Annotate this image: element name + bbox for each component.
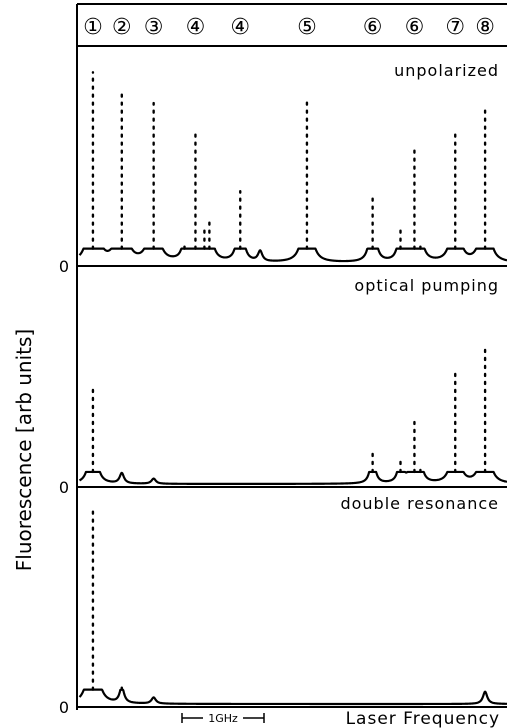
spectrum-panel: 0 double resonance bbox=[59, 494, 507, 717]
panel-title: optical pumping bbox=[354, 276, 499, 295]
spectrum-panels: 0 unpolarized 0 optical pumping 0 double reso… bbox=[59, 61, 507, 717]
frequency-scale-bar: 1GHz bbox=[181, 712, 265, 725]
y-axis-label: Fluorescence [arb units] bbox=[12, 329, 36, 571]
peak-marker-label: ① bbox=[83, 15, 103, 40]
peak-marker-label: ③ bbox=[144, 15, 164, 40]
panel-zero-label: 0 bbox=[59, 478, 69, 497]
panel-zero-label: 0 bbox=[59, 698, 69, 717]
peak-marker-label: ② bbox=[112, 15, 132, 40]
spectrum-trace bbox=[78, 247, 507, 263]
scale-bar-label: 1GHz bbox=[208, 712, 238, 725]
peak-marker-label: ④ bbox=[230, 15, 250, 40]
peak-marker-label: ⑤ bbox=[297, 15, 317, 40]
peak-marker-label: ⑥ bbox=[405, 15, 425, 40]
panel-title: double resonance bbox=[340, 494, 499, 513]
spectrum-panel: 0 unpolarized bbox=[59, 61, 507, 276]
spectrum-trace bbox=[78, 688, 507, 706]
plot-frame bbox=[76, 3, 507, 710]
panel-zero-label: 0 bbox=[59, 257, 69, 276]
peak-marker-label: ⑥ bbox=[363, 15, 383, 40]
peak-marker-label: ④ bbox=[186, 15, 206, 40]
peak-marker-label: ⑦ bbox=[445, 15, 465, 40]
panel-title: unpolarized bbox=[394, 61, 499, 80]
x-axis-label: Laser Frequency bbox=[346, 709, 500, 728]
spectrum-trace bbox=[78, 470, 507, 485]
spectrum-panel: 0 optical pumping bbox=[59, 276, 507, 497]
peak-marker-label: ⑧ bbox=[475, 15, 495, 40]
